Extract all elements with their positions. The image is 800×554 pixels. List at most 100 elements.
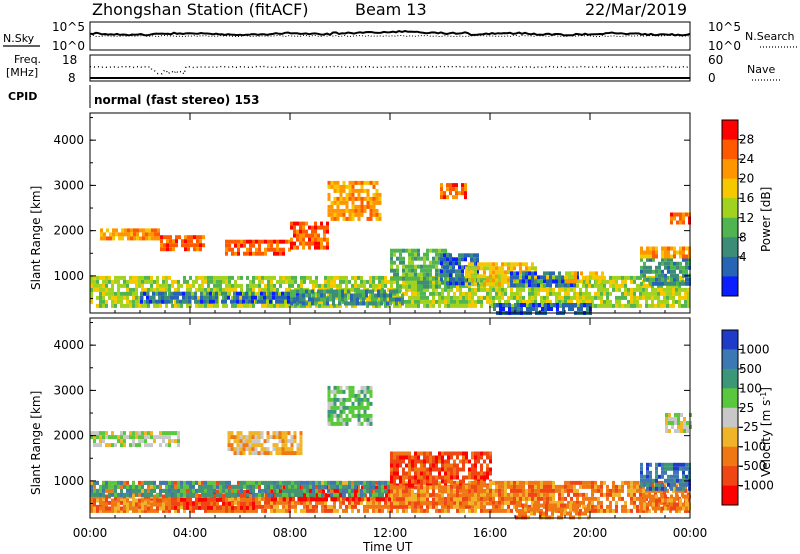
data-cell — [618, 283, 621, 288]
data-cell — [348, 208, 352, 213]
data-cell — [123, 480, 126, 485]
data-cell — [363, 204, 367, 209]
data-cell — [609, 283, 612, 288]
data-cell — [317, 289, 320, 294]
data-cell — [390, 283, 393, 288]
data-cell — [320, 225, 323, 230]
data-cell — [336, 508, 339, 513]
data-cell — [363, 504, 366, 509]
data-cell — [438, 268, 441, 273]
data-cell — [395, 301, 398, 306]
data-cell — [402, 248, 405, 253]
data-cell — [276, 239, 279, 244]
data-cell — [242, 451, 246, 456]
data-cell — [655, 273, 658, 278]
nave-line — [89, 65, 691, 76]
data-cell — [411, 303, 414, 308]
data-cell — [372, 196, 376, 201]
data-cell — [621, 303, 624, 308]
data-cell — [438, 248, 441, 253]
data-cell — [501, 508, 504, 513]
data-cell — [303, 279, 306, 284]
data-cell — [579, 492, 582, 497]
data-cell — [156, 303, 159, 308]
data-cell — [309, 299, 312, 304]
data-cell — [546, 295, 549, 300]
data-cell — [486, 278, 489, 283]
data-cell — [492, 299, 495, 304]
data-cell — [621, 488, 624, 493]
data-cell — [246, 251, 249, 256]
data-cell — [444, 276, 447, 281]
data-cell — [317, 233, 320, 238]
data-cell — [549, 283, 552, 288]
data-cell — [296, 297, 299, 302]
data-cell — [230, 447, 234, 452]
data-cell — [283, 497, 286, 502]
data-cell — [601, 271, 604, 276]
data-cell — [468, 299, 471, 304]
data-cell — [447, 459, 450, 464]
data-cell — [90, 431, 93, 436]
data-cell — [450, 467, 453, 472]
data-cell — [517, 307, 520, 311]
data-cell — [441, 475, 444, 480]
data-cell — [327, 397, 331, 402]
data-cell — [652, 250, 655, 255]
data-cell — [426, 489, 429, 494]
data-cell — [483, 480, 486, 485]
data-cell — [600, 480, 603, 485]
data-cell — [287, 295, 290, 300]
data-cell — [531, 266, 534, 271]
data-cell — [544, 307, 547, 311]
data-cell — [477, 278, 480, 283]
data-cell — [447, 497, 450, 502]
data-cell — [411, 287, 414, 292]
data-cell — [354, 208, 358, 213]
data-cell — [275, 435, 279, 440]
data-cell — [462, 492, 465, 497]
data-cell — [606, 492, 609, 497]
data-cell — [228, 501, 231, 506]
data-cell — [449, 253, 452, 258]
data-cell — [327, 385, 331, 390]
data-cell — [348, 192, 352, 197]
data-cell — [374, 301, 377, 306]
data-cell — [468, 480, 471, 485]
data-cell — [361, 485, 364, 490]
data-cell — [267, 243, 270, 248]
data-cell — [519, 492, 522, 497]
data-cell — [258, 283, 261, 288]
data-cell — [558, 500, 561, 505]
data-cell — [219, 275, 222, 280]
data-cell — [348, 500, 351, 505]
data-cell — [474, 287, 477, 292]
data-cell — [393, 276, 396, 281]
data-cell — [273, 251, 276, 256]
data-cell — [480, 501, 483, 506]
data-cell — [660, 508, 663, 513]
data-cell — [354, 405, 358, 410]
data-cell — [423, 264, 426, 269]
data-cell — [579, 508, 582, 513]
data-cell — [367, 497, 370, 502]
data-cell — [357, 417, 361, 422]
data-cell — [150, 275, 153, 280]
data-cell — [675, 488, 678, 493]
data-cell — [670, 216, 673, 221]
data-cell — [464, 277, 467, 282]
data-cell — [267, 287, 270, 292]
data-cell — [276, 247, 279, 252]
data-cell — [390, 489, 393, 494]
data-cell — [498, 484, 501, 489]
data-cell — [438, 260, 441, 265]
data-cell — [447, 299, 450, 304]
data-cell — [429, 467, 432, 472]
data-cell — [198, 295, 201, 300]
data-cell — [561, 283, 564, 288]
data-cell — [328, 493, 331, 498]
data-cell — [426, 268, 429, 273]
data-cell — [126, 291, 129, 296]
data-cell — [138, 439, 141, 444]
data-cell — [459, 303, 462, 308]
